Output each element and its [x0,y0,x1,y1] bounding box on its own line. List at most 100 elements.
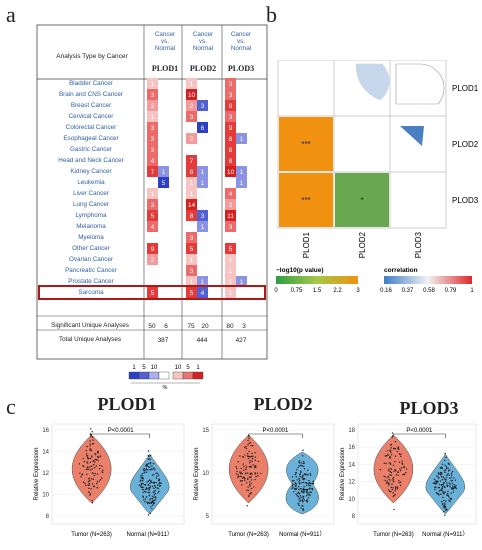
normal-point [294,482,296,484]
normal-point [445,466,448,468]
normal-point [309,487,311,489]
normal-point [442,493,444,495]
normal-point [454,479,457,481]
normal-point [298,460,301,462]
normal-point [440,493,442,495]
violin-title-plod2: PLOD2 [253,394,313,414]
tumor-point [249,485,251,487]
normal-point [303,486,305,488]
pvalue-cell-plod2-plod1 [279,117,333,171]
cell-value: 7 [151,169,155,176]
tumor-point [94,461,96,463]
tumor-point [399,481,402,483]
cell-value: 9 [229,125,233,132]
tumor-point [395,474,397,476]
tumor-point [390,443,393,446]
tumor-point [256,472,259,475]
tumor-point [242,465,245,468]
tumor-point [85,453,88,455]
tumor-point [390,490,392,493]
normal-point [445,456,447,459]
tumor-point [253,465,256,467]
normal-point [293,491,295,493]
heat-cell [225,188,236,199]
tumor-point [394,469,397,472]
normal-point [455,487,457,490]
normal-point [158,479,160,482]
normal-point [443,510,445,513]
normal-point [149,454,152,457]
col-header-line: Cancer [154,31,176,38]
normal-point [151,495,154,497]
normal-point [157,487,159,490]
normal-point [444,502,446,504]
heat-cell [186,210,197,221]
legend-number: 1 [132,365,136,371]
cell-value: 9 [151,246,155,253]
normal-point [302,474,304,477]
tumor-point [237,475,239,478]
normal-point [149,497,152,500]
cell-value: 1 [240,169,244,176]
normal-point [144,498,147,500]
cancer-label: Head and Neck Cancer [58,157,124,164]
total-label: Total Unique Analyses [59,336,121,343]
tumor-point [251,460,253,462]
y-tick: 16 [42,428,49,434]
tumor-point [396,471,399,473]
normal-point [439,471,442,474]
oncomine-table: 1 1 3 3 10 3 2 2 3 8 1 3 3 3 6 9 3 2 8 1 3 8 4 7 8 7 1 8 1 10 1 5 1 1 1 1 1 4… [36,24,268,360]
tumor-point [255,466,257,468]
normal-point [439,480,442,482]
tumor-point [394,486,397,488]
tumor-point [403,466,405,468]
y-tick: 18 [348,428,355,434]
normal-point [432,482,435,485]
heat-cell [186,243,197,254]
tumor-point [403,473,406,476]
tumor-point [89,457,92,460]
tumor-point [248,455,251,458]
heat-cell [225,254,236,265]
cancer-label: Lymphoma [75,212,107,219]
heat-cell [186,155,197,166]
normal-point [443,504,445,507]
normal-point [443,481,445,484]
tumor-point [384,455,386,457]
normal-point [155,472,157,475]
normal-point [302,508,304,510]
normal-point [303,473,306,475]
y-tick: 10 [202,471,209,477]
tumor-point [401,467,403,469]
normal-point [298,465,300,467]
tumor-point [89,449,92,451]
normal-point [444,464,447,467]
normal-point [140,479,142,481]
tumor-point [390,474,392,477]
normal-point [297,495,299,498]
normal-point [455,484,457,487]
normal-point [302,505,304,507]
tumor-point [248,442,251,444]
significance-stars: *** [301,196,310,205]
tumor-point [89,493,92,495]
normal-point [154,489,156,492]
normal-point [148,489,150,491]
tumor-point [405,468,408,470]
normal-point [151,465,153,467]
normal-point [445,477,448,479]
corr-colorbar [384,276,472,284]
tumor-point [255,465,257,467]
normal-point [307,469,309,472]
normal-point [302,488,304,491]
normal-point [301,482,303,484]
normal-point [311,482,313,485]
normal-point [441,479,444,481]
cell-value: 1 [190,257,194,264]
tumor-point [96,487,99,489]
tumor-point [247,439,249,442]
tumor-point [397,474,399,476]
normal-point [437,476,440,478]
tumor-point [248,466,251,468]
normal-point [148,455,150,458]
